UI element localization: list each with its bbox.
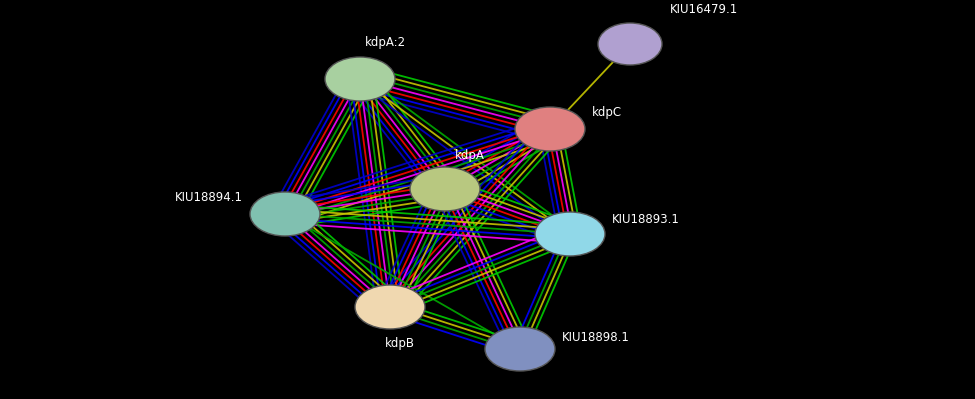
Text: kdpA:2: kdpA:2 <box>365 36 407 49</box>
Text: kdpB: kdpB <box>385 337 415 350</box>
Ellipse shape <box>250 192 320 236</box>
Ellipse shape <box>355 285 425 329</box>
Ellipse shape <box>535 212 605 256</box>
Text: kdpA: kdpA <box>455 149 485 162</box>
Ellipse shape <box>410 167 480 211</box>
Ellipse shape <box>485 327 555 371</box>
Text: KIU16479.1: KIU16479.1 <box>670 3 738 16</box>
Text: kdpC: kdpC <box>592 106 622 119</box>
Ellipse shape <box>598 23 662 65</box>
Text: KIU18893.1: KIU18893.1 <box>612 213 680 226</box>
Ellipse shape <box>515 107 585 151</box>
Text: KIU18894.1: KIU18894.1 <box>175 191 243 204</box>
Ellipse shape <box>325 57 395 101</box>
Text: KIU18898.1: KIU18898.1 <box>562 331 630 344</box>
